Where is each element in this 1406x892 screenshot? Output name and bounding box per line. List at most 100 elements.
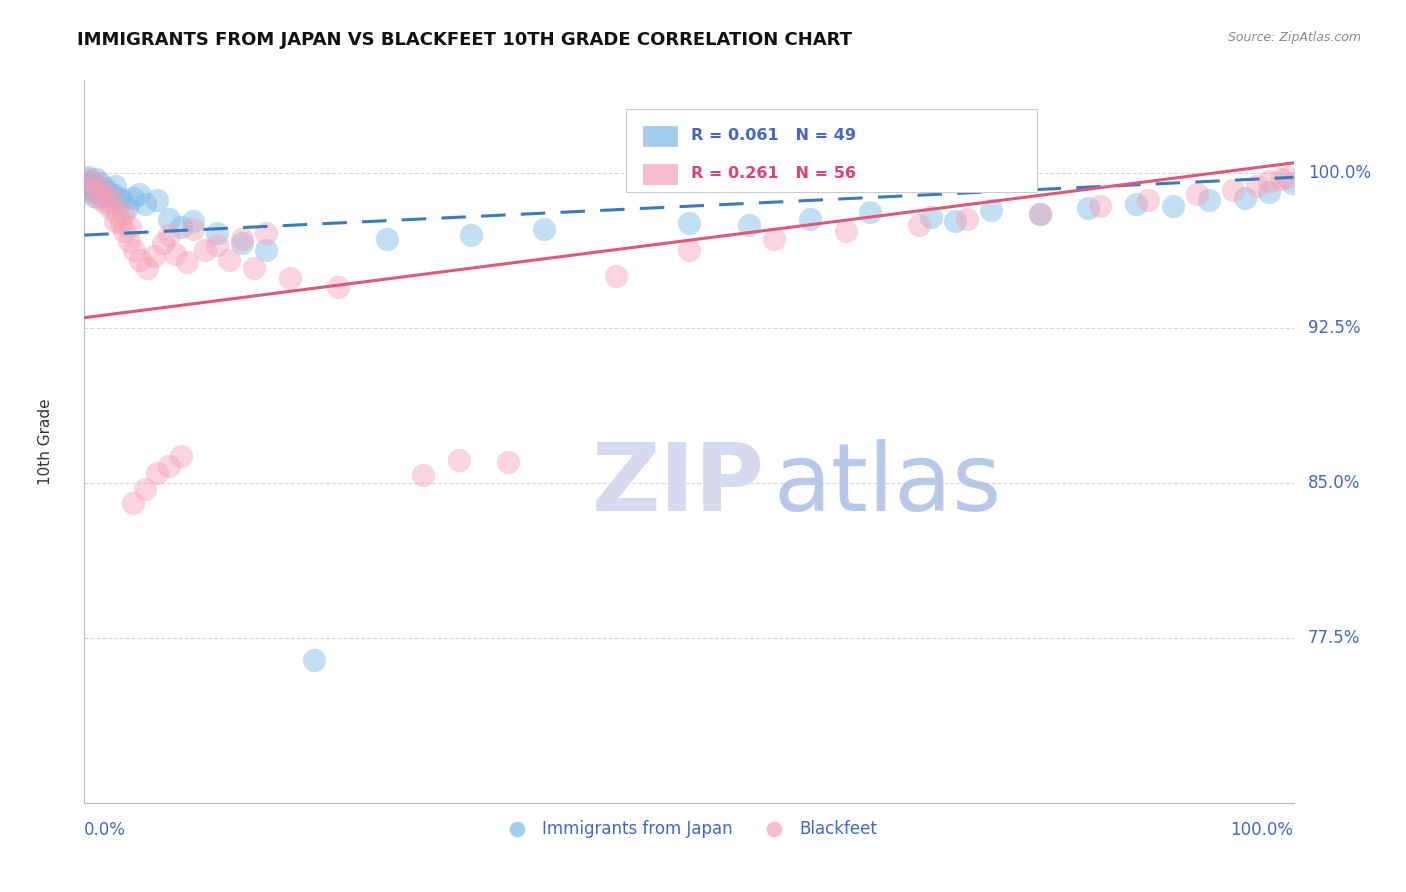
Point	[1185, 186, 1208, 201]
Point	[1125, 197, 1147, 211]
Point	[112, 224, 135, 238]
Point	[278, 271, 301, 285]
Point	[1222, 183, 1244, 197]
Point	[80, 183, 103, 197]
Point	[146, 466, 169, 480]
Point	[98, 195, 121, 210]
Point	[129, 252, 152, 267]
Text: Source: ZipAtlas.com: Source: ZipAtlas.com	[1227, 31, 1361, 45]
Point	[121, 191, 143, 205]
Bar	[643, 164, 676, 184]
Point	[121, 496, 143, 510]
Point	[678, 243, 700, 257]
Point	[1077, 201, 1099, 215]
Text: 100.0%: 100.0%	[1230, 821, 1294, 838]
Point	[77, 180, 100, 194]
Point	[496, 455, 519, 469]
Text: R = 0.061   N = 49: R = 0.061 N = 49	[692, 128, 856, 144]
Point	[120, 219, 142, 234]
Legend: Immigrants from Japan, Blackfeet: Immigrants from Japan, Blackfeet	[494, 814, 884, 845]
Point	[96, 185, 118, 199]
Point	[76, 177, 98, 191]
Point	[165, 246, 187, 260]
Point	[105, 207, 128, 221]
Point	[231, 236, 253, 251]
Text: 100.0%: 100.0%	[1308, 164, 1371, 182]
Point	[84, 177, 107, 191]
Bar	[643, 126, 676, 146]
Point	[89, 177, 111, 191]
Point	[956, 211, 979, 226]
Point	[1137, 193, 1160, 207]
Point	[1246, 178, 1268, 193]
Point	[738, 218, 761, 232]
Point	[207, 238, 229, 252]
Point	[136, 261, 159, 276]
Point	[128, 186, 150, 201]
Point	[375, 232, 398, 246]
Point	[79, 174, 101, 188]
Point	[122, 243, 145, 257]
Point	[1258, 185, 1281, 199]
Point	[94, 180, 117, 194]
Point	[82, 178, 104, 193]
Point	[920, 210, 942, 224]
Point	[218, 252, 240, 267]
Text: atlas: atlas	[773, 439, 1002, 531]
Point	[1270, 172, 1292, 186]
Point	[254, 226, 277, 240]
Point	[134, 197, 156, 211]
Point	[104, 178, 127, 193]
Point	[83, 189, 105, 203]
Point	[907, 218, 929, 232]
Point	[207, 226, 229, 240]
Point	[1088, 199, 1111, 213]
Point	[89, 180, 111, 194]
Text: 0.0%: 0.0%	[84, 821, 127, 838]
Point	[77, 172, 100, 186]
Point	[1161, 199, 1184, 213]
Point	[533, 222, 555, 236]
Point	[1234, 191, 1257, 205]
Point	[328, 279, 350, 293]
Point	[170, 449, 193, 463]
Point	[1258, 174, 1281, 188]
Point	[460, 228, 482, 243]
Point	[134, 482, 156, 496]
Point	[94, 186, 117, 201]
Text: IMMIGRANTS FROM JAPAN VS BLACKFEET 10TH GRADE CORRELATION CHART: IMMIGRANTS FROM JAPAN VS BLACKFEET 10TH …	[77, 31, 852, 49]
Point	[181, 213, 204, 227]
Point	[943, 213, 966, 227]
Point	[84, 180, 107, 194]
Point	[302, 653, 325, 667]
Text: ZIP: ZIP	[592, 439, 765, 531]
Point	[111, 193, 134, 207]
Point	[143, 249, 166, 263]
Point	[980, 203, 1002, 218]
Point	[91, 189, 114, 203]
Point	[762, 232, 785, 246]
Point	[194, 243, 217, 257]
Point	[181, 222, 204, 236]
Point	[98, 201, 121, 215]
Point	[110, 216, 132, 230]
Point	[146, 193, 169, 207]
Text: 77.5%: 77.5%	[1308, 629, 1361, 647]
Point	[412, 467, 434, 482]
Point	[176, 255, 198, 269]
Point	[103, 193, 125, 207]
FancyBboxPatch shape	[626, 109, 1038, 193]
Point	[1277, 170, 1299, 185]
Point	[93, 195, 115, 210]
Point	[104, 213, 127, 227]
Point	[1198, 193, 1220, 207]
Point	[157, 211, 180, 226]
Point	[859, 205, 882, 219]
Point	[118, 235, 141, 249]
Point	[1028, 207, 1050, 221]
Point	[112, 207, 135, 221]
Point	[157, 459, 180, 474]
Point	[1281, 177, 1303, 191]
Point	[231, 232, 253, 246]
Point	[101, 186, 124, 201]
